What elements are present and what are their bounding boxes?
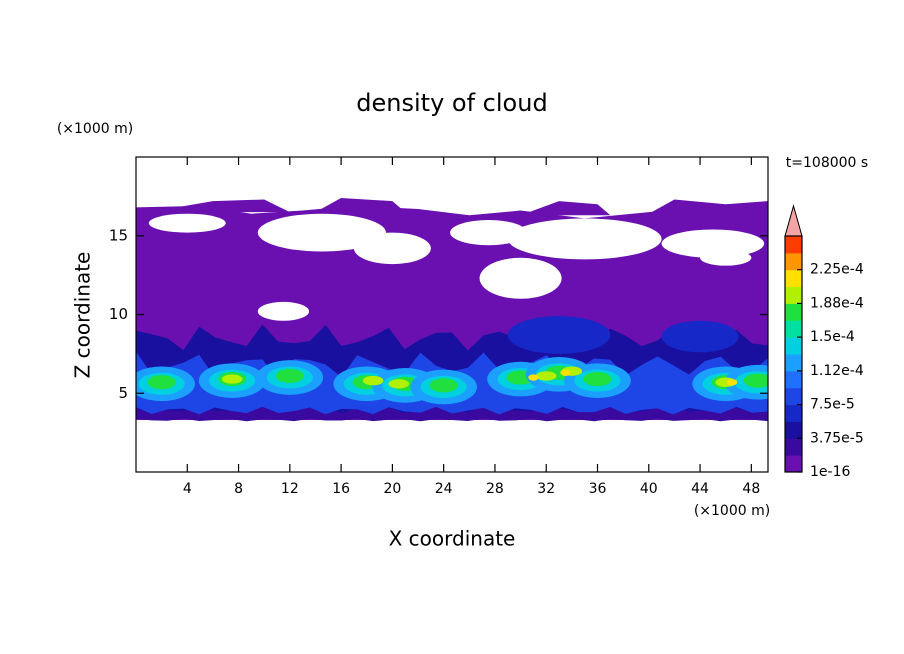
colorbar-band <box>785 303 802 321</box>
x-tick-label: 36 <box>589 481 607 497</box>
colorbar-tick-label: 3.75e-5 <box>810 430 864 446</box>
colorbar-band <box>785 320 802 338</box>
colorbar-band <box>785 387 802 406</box>
colorbar-tick-label: 1.12e-4 <box>810 363 864 379</box>
contour-region <box>388 379 410 389</box>
contour-region <box>661 320 739 353</box>
contour-region <box>275 368 304 384</box>
x-axis-title: X coordinate <box>389 527 516 551</box>
contour-region <box>362 375 384 386</box>
contour-region <box>353 232 431 265</box>
colorbar-extend <box>784 204 803 237</box>
contour-region <box>257 213 386 252</box>
colorbar-band <box>785 438 802 456</box>
contour-region <box>148 199 290 213</box>
contour-region <box>257 301 310 321</box>
colorbar-band <box>785 337 802 355</box>
contour-region <box>700 249 752 266</box>
contour-region <box>535 371 557 381</box>
colorbar-tick-label: 1.88e-4 <box>810 295 864 311</box>
x-tick-label: 16 <box>332 481 350 497</box>
x-tick-label: 32 <box>537 481 555 497</box>
colorbar-band <box>785 236 802 254</box>
x-tick-label: 24 <box>435 481 453 497</box>
y-tick-label: 5 <box>118 384 128 402</box>
colorbar-band <box>785 404 802 422</box>
colorbar-band <box>785 455 802 473</box>
x-tick-label: 48 <box>742 481 760 497</box>
colorbar-band <box>785 252 802 271</box>
y-unit: (×1000 m) <box>57 121 133 137</box>
y-tick-label: 15 <box>109 226 128 244</box>
contour-region <box>147 375 176 390</box>
contour-region <box>507 218 662 260</box>
contour-region <box>507 316 611 354</box>
colorbar-tick-label: 2.25e-4 <box>810 262 864 278</box>
contour-region <box>315 197 406 213</box>
contour-region <box>661 229 765 258</box>
colorbar-tick-label: 1.5e-4 <box>810 329 855 345</box>
colorbar-frame <box>784 235 803 473</box>
x-tick-label: 44 <box>691 481 709 497</box>
contour-field <box>136 197 768 422</box>
contour-region <box>450 220 527 246</box>
colorbar-band <box>785 354 802 372</box>
contour-region <box>148 213 226 233</box>
contour-region <box>479 257 562 299</box>
colorbar-band <box>785 370 802 389</box>
contour-region <box>429 378 458 393</box>
annotation: t=108000 s <box>786 155 868 171</box>
contour-region <box>743 373 768 388</box>
colorbar-band <box>785 286 802 304</box>
contour-region <box>528 374 539 381</box>
colorbar-tick-label: 7.5e-5 <box>810 397 855 413</box>
colorbar-band <box>785 269 802 288</box>
x-tick-label: 12 <box>281 481 299 497</box>
y-tick-label: 10 <box>109 305 128 323</box>
contour-region <box>560 369 571 376</box>
x-tick-label: 28 <box>486 481 504 497</box>
colorbar-band <box>785 421 802 439</box>
y-axis-title: Z coordinate <box>71 252 95 379</box>
contour-region <box>648 199 768 216</box>
x-unit: (×1000 m) <box>694 503 770 519</box>
x-tick-label: 20 <box>383 481 401 497</box>
x-tick-label: 4 <box>183 481 192 497</box>
x-tick-label: 40 <box>640 481 658 497</box>
x-tick-label: 8 <box>234 481 243 497</box>
contour-region <box>520 201 611 216</box>
contour-region <box>583 371 612 387</box>
contour-region <box>726 379 738 386</box>
chart-title: density of cloud <box>356 89 547 117</box>
contour-region <box>221 374 243 384</box>
colorbar-tick-label: 1e-16 <box>810 464 850 480</box>
